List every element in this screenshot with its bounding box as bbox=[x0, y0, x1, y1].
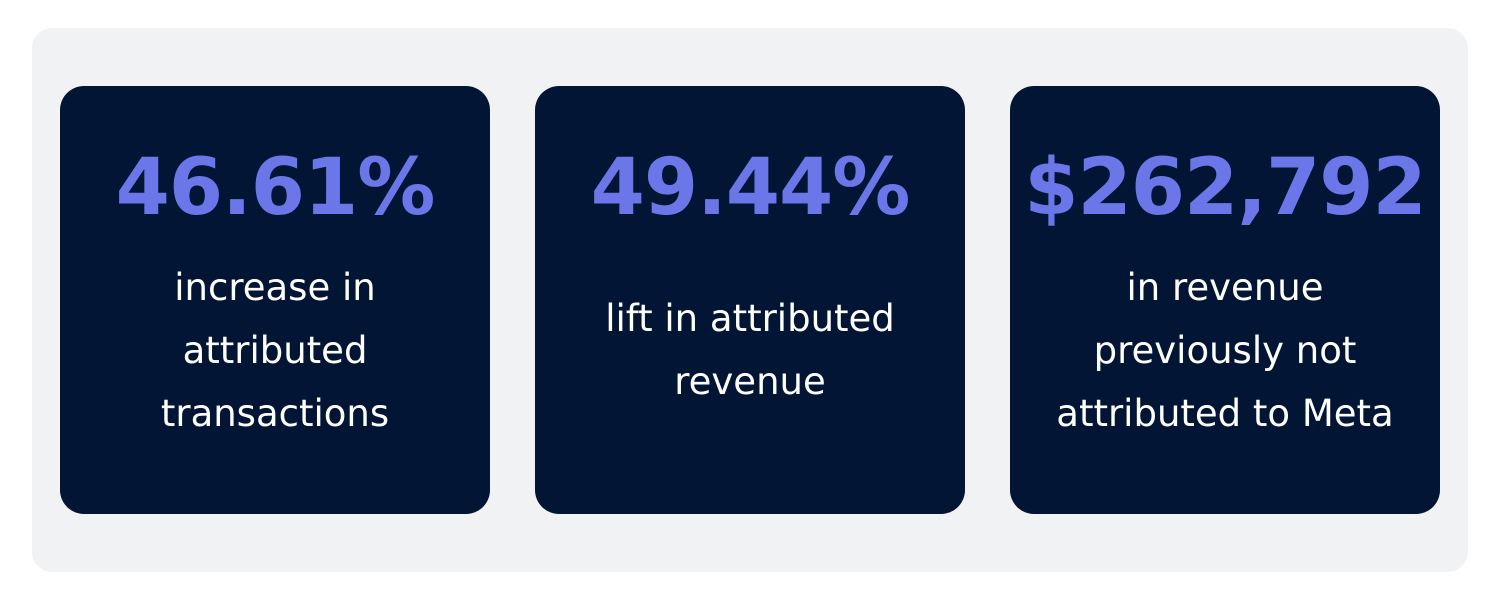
description-line: increase in bbox=[174, 265, 376, 309]
description-line: attributed bbox=[182, 328, 368, 372]
stat-description: in revenue previously not attributed to Me… bbox=[1010, 246, 1440, 454]
stat-value: 46.61% bbox=[115, 143, 436, 233]
stat-card: $262,792 in revenue previously not attribut… bbox=[1010, 86, 1440, 514]
description-line: attributed to Meta bbox=[1056, 391, 1394, 435]
stat-value: $262,792 bbox=[1024, 143, 1427, 233]
stat-description: lift in attributed revenue bbox=[535, 246, 965, 454]
description-line: previously not bbox=[1093, 328, 1357, 372]
description-line: lift in attributed bbox=[605, 297, 895, 340]
description-line: revenue bbox=[674, 360, 826, 403]
description-line: transactions bbox=[160, 391, 390, 435]
stat-value: 49.44% bbox=[590, 143, 911, 233]
stat-card: 49.44% lift in attributed revenue bbox=[535, 86, 965, 514]
stat-description: increase in attributed transactions bbox=[60, 246, 490, 454]
description-line: in revenue bbox=[1126, 265, 1324, 309]
stats-panel: 46.61% increase in attributed transactions 4… bbox=[32, 28, 1468, 572]
stat-card: 46.61% increase in attributed transactions bbox=[60, 86, 490, 514]
